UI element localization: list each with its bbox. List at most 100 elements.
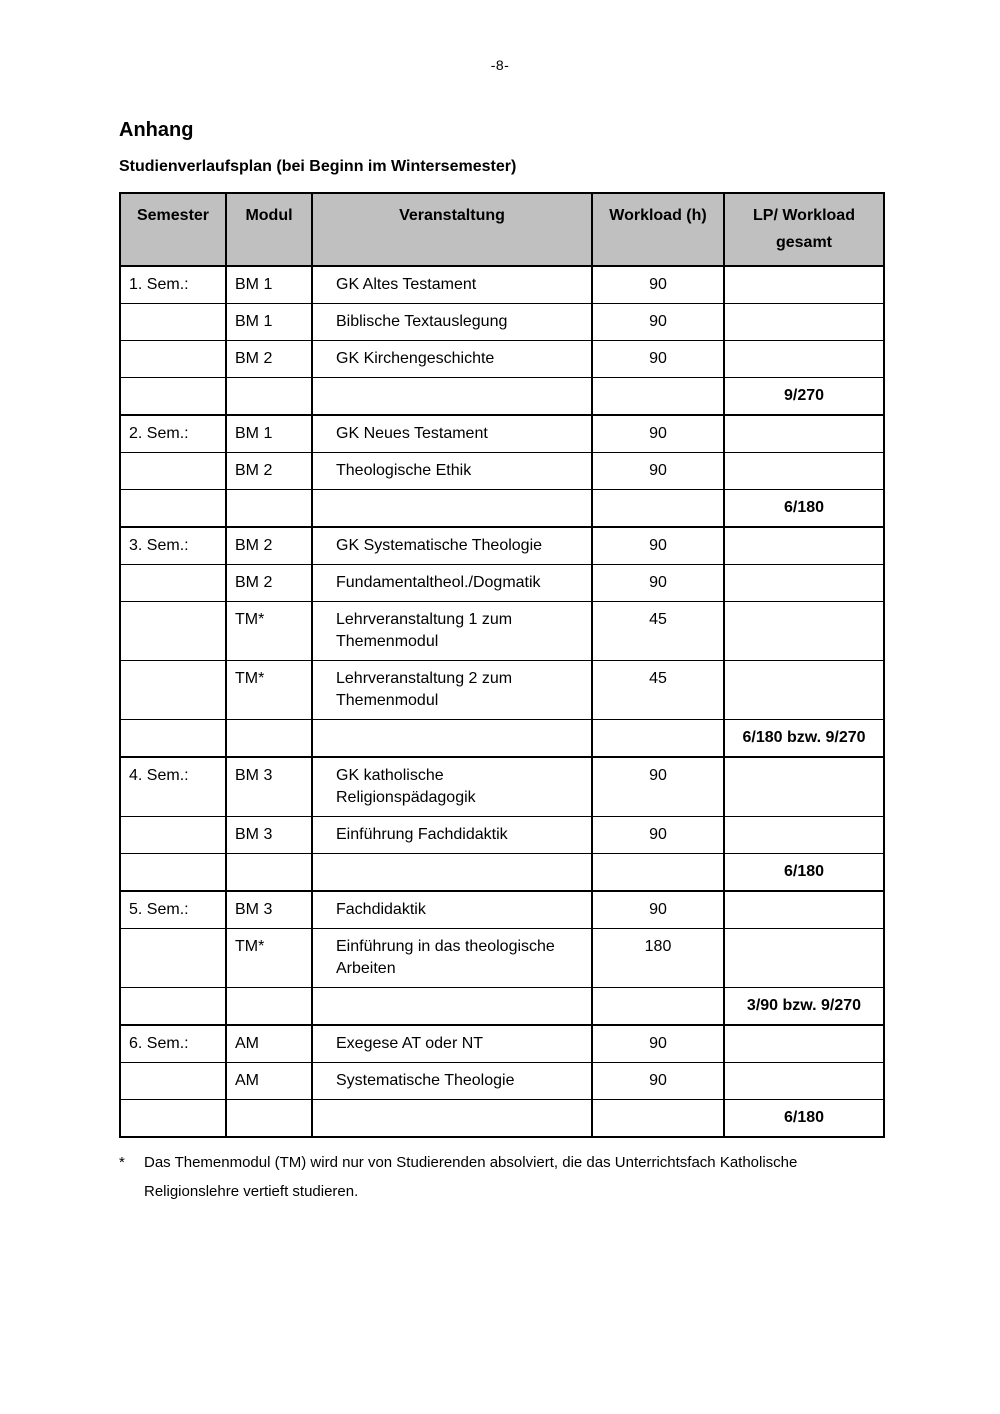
study-plan-table: Semester Modul Veranstaltung Workload (h… (119, 192, 885, 1138)
cell-semester (119, 853, 227, 892)
cell-workload (591, 377, 725, 416)
table-row: 3. Sem.: BM 2 GK Systematische Theologie 90 (119, 526, 885, 565)
header-cell-modul: Modul (225, 192, 313, 267)
table-row: 1. Sem.: BM 1 GK Altes Testament 90 (119, 265, 885, 304)
cell-workload (591, 1099, 725, 1138)
summary-row: 6/180 (119, 489, 885, 528)
cell-workload (591, 719, 725, 758)
cell-veranstaltung: Einführung in das theologische Arbeiten (311, 928, 593, 988)
cell-veranstaltung: Einführung Fachdidaktik (311, 816, 593, 854)
cell-workload: 90 (591, 526, 725, 565)
cell-lp (723, 660, 885, 720)
cell-workload: 90 (591, 564, 725, 602)
cell-semester (119, 340, 227, 378)
cell-lp (723, 756, 885, 817)
cell-semester: 6. Sem.: (119, 1024, 227, 1063)
cell-modul (225, 987, 313, 1026)
cell-workload: 90 (591, 340, 725, 378)
table-row: BM 1 Biblische Textauslegung 90 (119, 303, 885, 341)
header-cell-veranstaltung: Veranstaltung (311, 192, 593, 267)
cell-modul (225, 377, 313, 416)
cell-veranstaltung: Lehrveranstaltung 2 zum Themenmodul (311, 660, 593, 720)
cell-semester (119, 377, 227, 416)
summary-row: 9/270 (119, 377, 885, 416)
cell-veranstaltung: Lehrveranstaltung 1 zum Themenmodul (311, 601, 593, 661)
table-row: 6. Sem.: AM Exegese AT oder NT 90 (119, 1024, 885, 1063)
cell-workload: 180 (591, 928, 725, 988)
cell-semester: 2. Sem.: (119, 414, 227, 453)
summary-row: 6/180 (119, 853, 885, 892)
table-row: BM 3 Einführung Fachdidaktik 90 (119, 816, 885, 854)
cell-semester: 1. Sem.: (119, 265, 227, 304)
cell-modul: BM 2 (225, 452, 313, 490)
cell-lp (723, 452, 885, 490)
cell-veranstaltung: Biblische Textauslegung (311, 303, 593, 341)
cell-lp (723, 928, 885, 988)
cell-workload (591, 987, 725, 1026)
cell-lp (723, 414, 885, 453)
cell-semester (119, 489, 227, 528)
cell-lp: 6/180 bzw. 9/270 (723, 719, 885, 758)
cell-workload: 90 (591, 1062, 725, 1100)
cell-lp (723, 564, 885, 602)
page-content: Anhang Studienverlaufsplan (bei Beginn i… (119, 118, 885, 1206)
cell-lp (723, 303, 885, 341)
cell-veranstaltung: Systematische Theologie (311, 1062, 593, 1100)
cell-veranstaltung (311, 853, 593, 892)
cell-semester (119, 987, 227, 1026)
cell-modul: BM 2 (225, 340, 313, 378)
cell-lp (723, 1024, 885, 1063)
cell-modul (225, 1099, 313, 1138)
cell-semester (119, 1062, 227, 1100)
table-row: BM 2 Theologische Ethik 90 (119, 452, 885, 490)
cell-semester: 5. Sem.: (119, 890, 227, 929)
table-row: AM Systematische Theologie 90 (119, 1062, 885, 1100)
cell-workload: 90 (591, 452, 725, 490)
cell-modul: BM 1 (225, 265, 313, 304)
cell-veranstaltung: GK Systematische Theologie (311, 526, 593, 565)
table-header-row: Semester Modul Veranstaltung Workload (h… (119, 192, 885, 267)
cell-lp (723, 816, 885, 854)
cell-semester (119, 719, 227, 758)
cell-veranstaltung (311, 719, 593, 758)
cell-modul (225, 489, 313, 528)
summary-row: 6/180 bzw. 9/270 (119, 719, 885, 758)
cell-modul (225, 719, 313, 758)
cell-veranstaltung (311, 987, 593, 1026)
table-row: 2. Sem.: BM 1 GK Neues Testament 90 (119, 414, 885, 453)
cell-workload: 90 (591, 1024, 725, 1063)
page-number: -8- (490, 57, 510, 73)
cell-workload: 45 (591, 601, 725, 661)
header-cell-semester: Semester (119, 192, 227, 267)
table-row: TM* Lehrveranstaltung 1 zum Themenmodul 45 (119, 601, 885, 661)
table-row: 4. Sem.: BM 3 GK katholische Religionspäda… (119, 756, 885, 817)
cell-modul: BM 2 (225, 564, 313, 602)
cell-veranstaltung (311, 1099, 593, 1138)
cell-workload: 90 (591, 816, 725, 854)
cell-modul: BM 3 (225, 890, 313, 929)
table-row: BM 2 GK Kirchengeschichte 90 (119, 340, 885, 378)
cell-workload (591, 853, 725, 892)
cell-modul: TM* (225, 928, 313, 988)
cell-modul: BM 2 (225, 526, 313, 565)
cell-lp (723, 526, 885, 565)
cell-modul: TM* (225, 660, 313, 720)
cell-semester (119, 601, 227, 661)
section-subtitle: Studienverlaufsplan (bei Beginn im Winte… (119, 158, 517, 175)
cell-veranstaltung: GK katholische Religionspädagogik (311, 756, 593, 817)
cell-veranstaltung (311, 377, 593, 416)
cell-workload: 90 (591, 756, 725, 817)
header-cell-workload: Workload (h) (591, 192, 725, 267)
table-row: TM* Lehrveranstaltung 2 zum Themenmodul 45 (119, 660, 885, 720)
cell-veranstaltung: Fundamentaltheol./Dogmatik (311, 564, 593, 602)
cell-semester (119, 452, 227, 490)
cell-workload: 45 (591, 660, 725, 720)
cell-veranstaltung: Exegese AT oder NT (311, 1024, 593, 1063)
cell-modul (225, 853, 313, 892)
cell-lp (723, 601, 885, 661)
cell-veranstaltung: GK Neues Testament (311, 414, 593, 453)
cell-modul: BM 1 (225, 303, 313, 341)
cell-semester (119, 928, 227, 988)
cell-semester (119, 660, 227, 720)
page-title: Anhang (119, 119, 194, 141)
